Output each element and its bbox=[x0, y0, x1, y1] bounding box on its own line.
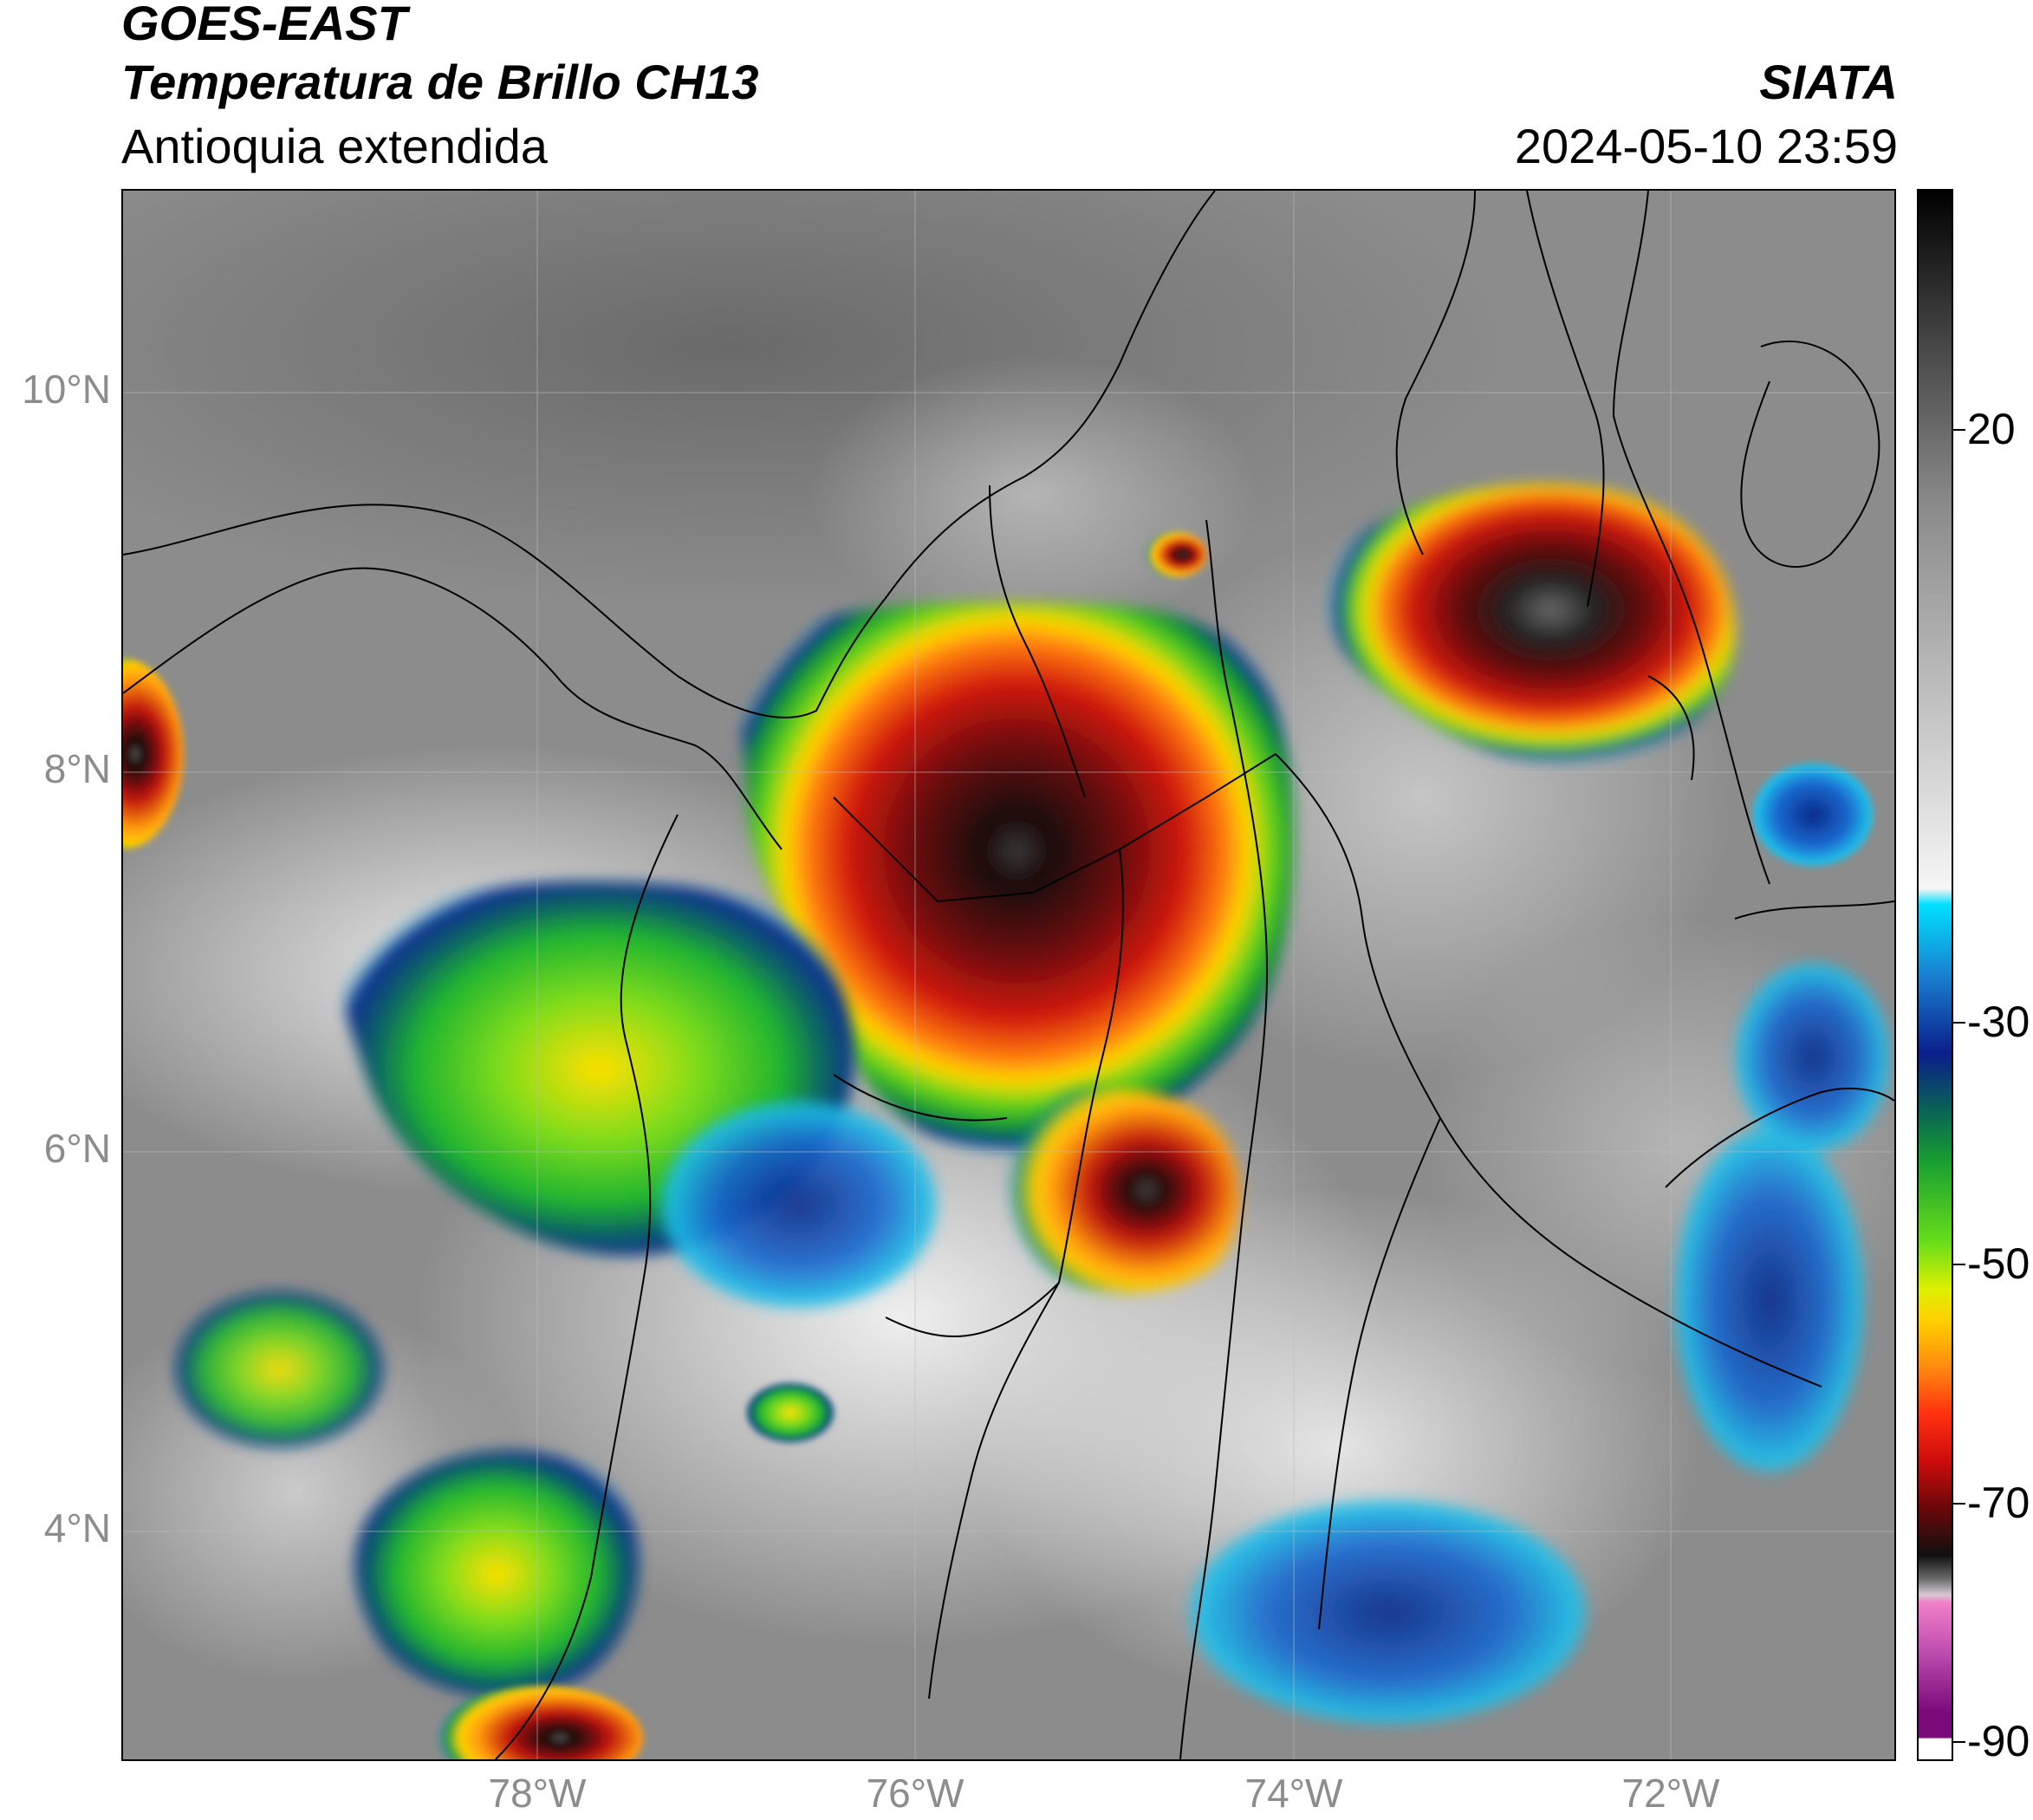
colorbar-label-20: 20 bbox=[1967, 405, 2016, 453]
colorbar-label-minus90: -90 bbox=[1967, 1717, 2030, 1765]
datetime-label: 2024-05-10 23:59 bbox=[1514, 119, 1898, 173]
satellite-title: GOES-EAST bbox=[121, 0, 407, 50]
borders bbox=[123, 191, 1894, 1759]
colorbar-tick-minus70 bbox=[1953, 1503, 1965, 1505]
convective-system-southcentral bbox=[1005, 1087, 1240, 1293]
lon-label-74W: 74°W bbox=[1244, 1771, 1343, 1816]
colorbar-label-minus50: -50 bbox=[1967, 1239, 2030, 1288]
convective-system-southwest bbox=[354, 1450, 639, 1698]
map-panel[interactable] bbox=[121, 189, 1896, 1761]
colorbar bbox=[1917, 189, 1953, 1761]
lat-label-4N: 4°N bbox=[43, 1505, 111, 1550]
convective-system-central bbox=[739, 601, 1295, 1154]
cold-cloud-southeast bbox=[175, 962, 1891, 1725]
lon-label-78W: 78°W bbox=[488, 1771, 587, 1816]
colorbar-tick-minus50 bbox=[1953, 1264, 1965, 1265]
colorbar-label-minus70: -70 bbox=[1967, 1479, 2030, 1527]
colorbar-label-minus30: -30 bbox=[1967, 998, 2030, 1046]
lat-label-6N: 6°N bbox=[43, 1126, 111, 1171]
colorbar-tick-minus90 bbox=[1953, 1741, 1965, 1743]
product-title: Temperatura de Brillo CH13 bbox=[121, 55, 759, 109]
graticule bbox=[123, 191, 1894, 1759]
convective-cell-small bbox=[123, 532, 1874, 1759]
colorbar-tick-minus30 bbox=[1953, 1022, 1965, 1024]
lat-label-10N: 10°N bbox=[22, 367, 111, 412]
lat-label-8N: 8°N bbox=[43, 746, 111, 791]
lon-label-72W: 72°W bbox=[1621, 1771, 1720, 1816]
convective-system-northeast bbox=[1326, 484, 1735, 764]
lon-label-76W: 76°W bbox=[866, 1771, 965, 1816]
region-subtitle: Antioquia extendida bbox=[121, 119, 548, 173]
agency-label: SIATA bbox=[1759, 55, 1898, 109]
brightness-temperature-map bbox=[123, 191, 1894, 1759]
colorbar-tick-20 bbox=[1953, 429, 1965, 431]
